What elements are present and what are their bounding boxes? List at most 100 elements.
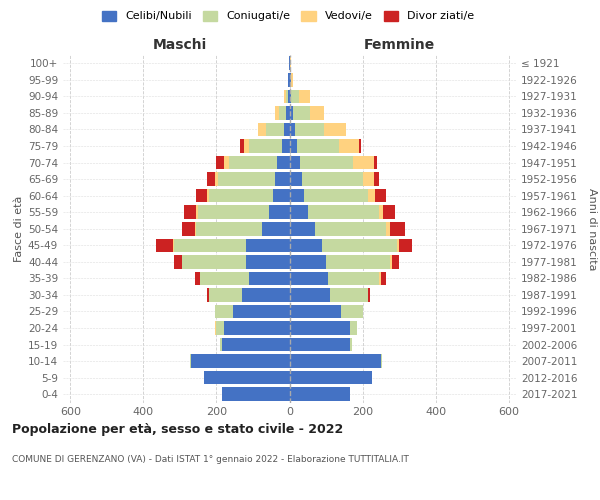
Bar (196, 206, 198, 219)
Bar (290, 106, 293, 120)
Bar (269, 206, 290, 219)
Bar (376, 189, 386, 202)
Bar (308, 206, 379, 219)
Bar (156, 238, 173, 252)
Bar (290, 388, 350, 401)
Bar (209, 189, 273, 202)
Bar (392, 255, 399, 268)
Bar (244, 139, 250, 153)
Bar (190, 354, 191, 368)
Bar (289, 73, 290, 86)
Y-axis label: Fasce di età: Fasce di età (14, 196, 24, 262)
Bar (250, 272, 290, 285)
Bar (266, 122, 284, 136)
Bar (182, 255, 245, 268)
Bar (290, 73, 292, 86)
Bar (350, 322, 357, 335)
Bar (286, 106, 290, 120)
Bar (240, 139, 244, 153)
Bar (215, 304, 233, 318)
Bar (381, 354, 382, 368)
Bar (290, 288, 329, 302)
Bar (262, 222, 290, 235)
Bar (304, 189, 368, 202)
Bar (368, 288, 370, 302)
Bar (290, 371, 371, 384)
Bar (290, 156, 301, 170)
Bar (374, 156, 377, 170)
Bar (175, 255, 182, 268)
Bar (284, 90, 286, 103)
Bar (293, 106, 310, 120)
Bar (329, 288, 368, 302)
Bar (290, 322, 350, 335)
Bar (203, 371, 290, 384)
Bar (224, 322, 290, 335)
Bar (290, 338, 350, 351)
Bar (390, 222, 404, 235)
Bar (290, 189, 304, 202)
Bar (381, 272, 386, 285)
Bar (328, 272, 379, 285)
Bar (217, 322, 224, 335)
Bar (399, 238, 412, 252)
Bar (397, 238, 399, 252)
Bar (290, 139, 297, 153)
Bar (290, 206, 308, 219)
Bar (339, 139, 359, 153)
Bar (200, 272, 250, 285)
Bar (196, 189, 208, 202)
Bar (341, 304, 362, 318)
Bar (194, 272, 200, 285)
Bar (290, 238, 322, 252)
Bar (383, 206, 395, 219)
Bar (350, 338, 352, 351)
Bar (273, 189, 290, 202)
Bar (220, 338, 222, 351)
Bar (310, 106, 324, 120)
Bar (222, 338, 290, 351)
Bar (215, 322, 217, 335)
Bar (292, 90, 299, 103)
Bar (324, 122, 346, 136)
Bar (208, 172, 215, 186)
Bar (208, 189, 209, 202)
Bar (278, 106, 286, 120)
Bar (196, 222, 262, 235)
Bar (184, 206, 196, 219)
Bar (379, 272, 381, 285)
Bar (301, 156, 353, 170)
Bar (217, 156, 224, 170)
Bar (275, 106, 278, 120)
Bar (224, 156, 229, 170)
Bar (295, 122, 324, 136)
Bar (282, 139, 290, 153)
Text: Femmine: Femmine (364, 38, 435, 52)
Bar (173, 238, 175, 252)
Bar (250, 139, 282, 153)
Bar (229, 156, 277, 170)
Bar (182, 222, 194, 235)
Bar (322, 238, 397, 252)
Bar (245, 238, 290, 252)
Bar (290, 272, 328, 285)
Bar (353, 156, 374, 170)
Bar (245, 255, 290, 268)
Bar (290, 90, 292, 103)
Bar (379, 206, 383, 219)
Bar (259, 122, 266, 136)
Bar (290, 56, 291, 70)
Legend: Celibi/Nubili, Coniugati/e, Vedovi/e, Divor ziati/e: Celibi/Nubili, Coniugati/e, Vedovi/e, Di… (102, 10, 474, 22)
Bar (284, 122, 290, 136)
Bar (194, 222, 196, 235)
Text: Maschi: Maschi (153, 38, 207, 52)
Bar (292, 73, 293, 86)
Bar (215, 172, 218, 186)
Bar (368, 189, 376, 202)
Bar (286, 90, 287, 103)
Bar (191, 354, 290, 368)
Bar (326, 255, 390, 268)
Bar (299, 90, 310, 103)
Bar (290, 304, 341, 318)
Bar (289, 56, 290, 70)
